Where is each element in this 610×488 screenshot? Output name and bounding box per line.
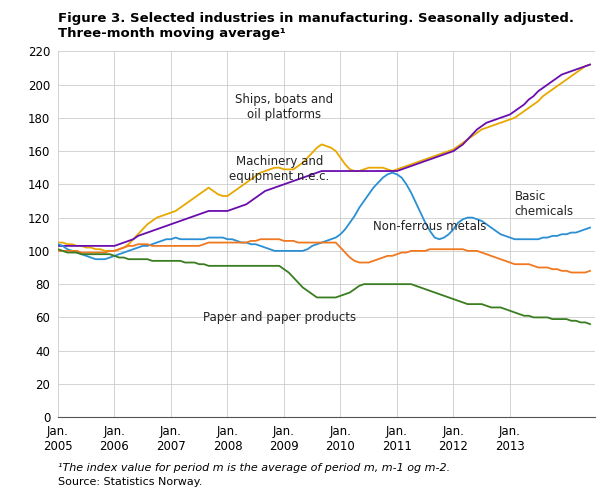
- Text: Paper and paper products: Paper and paper products: [203, 311, 356, 324]
- Text: Figure 3. Selected industries in manufacturing. Seasonally adjusted.: Figure 3. Selected industries in manufac…: [58, 12, 574, 25]
- Text: Machinery and
equipment n.e.c.: Machinery and equipment n.e.c.: [229, 155, 329, 183]
- Text: Non-ferrous metals: Non-ferrous metals: [373, 220, 487, 233]
- Text: Source: Statistics Norway.: Source: Statistics Norway.: [58, 477, 203, 487]
- Text: ¹The index value for period m is the average of period m, m-1 og m-2.: ¹The index value for period m is the ave…: [58, 463, 450, 472]
- Text: Three-month moving average¹: Three-month moving average¹: [58, 27, 285, 40]
- Text: Basic
chemicals: Basic chemicals: [515, 190, 574, 218]
- Text: Ships, boats and
oil platforms: Ships, boats and oil platforms: [235, 93, 333, 121]
